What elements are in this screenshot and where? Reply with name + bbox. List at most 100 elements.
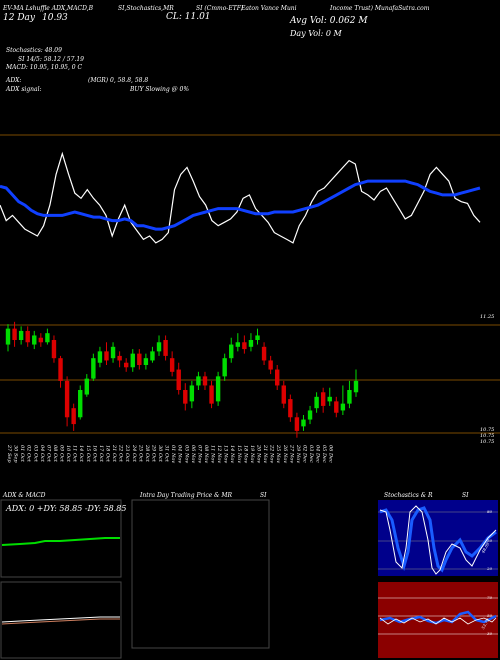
date-label: 25 Oct — [137, 444, 143, 463]
date-label: 03 Dec — [308, 445, 314, 463]
rsi-label-30: 30 — [487, 631, 493, 636]
date-label: 29 Oct — [150, 444, 156, 463]
candle-body — [215, 376, 221, 402]
date-label: 01 Nov — [170, 445, 176, 463]
candle-body — [130, 353, 135, 368]
candle-body — [242, 342, 247, 350]
candle-body — [248, 340, 254, 347]
adx-panel-title: ADX & MACD — [3, 492, 46, 499]
date-label: 02 Oct — [26, 445, 32, 463]
candle-body — [12, 328, 17, 340]
candle-body — [288, 399, 293, 418]
price-label-mid2: 10.75 — [480, 433, 495, 439]
date-label: 26 Nov — [282, 444, 288, 463]
candle-body — [64, 380, 70, 418]
candle-body — [104, 351, 109, 361]
date-label: 05 Nov — [183, 445, 189, 463]
adx-values: (MGR) 0, 58.8, 58.8 — [88, 77, 149, 84]
candle-body — [5, 328, 11, 345]
macd-panel — [0, 581, 122, 659]
date-label: 16 Oct — [91, 445, 97, 463]
candle-body — [275, 369, 280, 386]
adx-plus-line — [1, 537, 120, 546]
candle-body — [32, 335, 37, 345]
header-price: 10.93 — [42, 13, 68, 23]
rsi-label-70: 70 — [487, 595, 493, 600]
candle-body — [183, 390, 188, 404]
candle-body — [307, 410, 313, 420]
date-label: 29 Nov — [295, 444, 301, 463]
candle-body — [117, 355, 122, 361]
stoch-panel-title: Stochastics & R — [384, 492, 433, 499]
date-label: 18 Oct — [104, 445, 110, 463]
candle-body — [320, 392, 326, 406]
candle-body — [196, 376, 201, 386]
date-label: 09 Oct — [59, 445, 65, 463]
date-label: 23 Oct — [124, 444, 130, 463]
date-label: 27 Nov — [288, 444, 294, 463]
date-label: 21 Nov — [262, 444, 268, 463]
date-label: 14 Nov — [229, 445, 235, 463]
stoch-panel-si: SI — [462, 492, 469, 499]
header-source: Income Trust) MunafaSutra.com — [330, 5, 430, 12]
date-label: 03 Oct — [32, 445, 38, 463]
rsi-label-50: 50 — [487, 613, 493, 618]
candle-body — [255, 335, 260, 340]
date-label: 04 Nov — [177, 445, 183, 463]
date-label: 07 Nov — [196, 445, 202, 463]
candle-body — [45, 333, 50, 343]
candle-body — [58, 358, 63, 381]
stoch-label-80: 80 — [487, 509, 493, 514]
date-label: 01 Oct — [19, 445, 25, 463]
candle-body — [84, 378, 89, 395]
rsi-white-line — [379, 617, 497, 625]
header-date: 12 Day — [3, 13, 35, 23]
date-label: 11 Oct — [72, 445, 78, 463]
candle-body — [301, 419, 306, 427]
date-label: 25 Nov — [275, 444, 281, 463]
intra-panel-title: Intra Day Trading Price & MR — [140, 492, 233, 499]
header-etf: SI (Cmmo-ETF) — [196, 5, 244, 12]
date-label: 31 Oct — [164, 445, 170, 463]
stoch-blue-line — [379, 506, 497, 573]
candle-body — [176, 369, 181, 390]
adx-label: ADX: — [6, 77, 22, 84]
intra-panel-si: SI — [260, 492, 267, 499]
header-ticker: EV-MA Lshuffle ADX,MACD,B — [3, 5, 94, 12]
macd-line — [1, 616, 120, 623]
candle-body — [235, 342, 241, 347]
candle-body — [110, 346, 116, 359]
date-label: 06 Dec — [328, 445, 334, 463]
date-label: 05 Dec — [321, 445, 327, 463]
date-label: 28 Oct — [144, 444, 150, 463]
date-label: 22 Nov — [269, 444, 275, 463]
price-label-top: 11.25 — [480, 314, 495, 320]
date-label: 27 Sep — [6, 444, 12, 463]
candle-body — [281, 385, 286, 404]
date-label: 21 Oct — [111, 444, 117, 463]
day-vol: Day Vol: 0 M — [290, 29, 342, 38]
candle-body — [163, 340, 168, 356]
intraday-panel — [131, 499, 270, 649]
candle-body — [25, 330, 30, 343]
stoch-label-50: 50 — [487, 538, 493, 543]
candle-body — [150, 351, 155, 361]
candle-body — [156, 342, 162, 352]
candle-body — [51, 340, 57, 359]
date-label: 04 Oct — [39, 445, 45, 463]
candle-body — [202, 376, 208, 386]
candle-body — [78, 390, 83, 418]
candle-body — [18, 330, 24, 340]
line-series-price — [0, 151, 481, 244]
candle-body — [294, 417, 300, 431]
avg-vol: Avg Vol: 0.062 M — [290, 16, 368, 26]
header-indicators: SI,Stochastics,MR — [118, 5, 174, 12]
candle-body — [209, 385, 214, 404]
date-label: 15 Oct — [85, 445, 91, 463]
date-label: 13 Nov — [223, 445, 229, 463]
si-text: SI 14/5: 58.12 / 57.19 — [18, 56, 84, 63]
price-label-mid: 10.75 — [480, 427, 495, 433]
price-label-bottom: 10.75 — [480, 439, 495, 445]
candle-body — [347, 390, 352, 404]
date-label: 12 Nov — [216, 445, 222, 463]
